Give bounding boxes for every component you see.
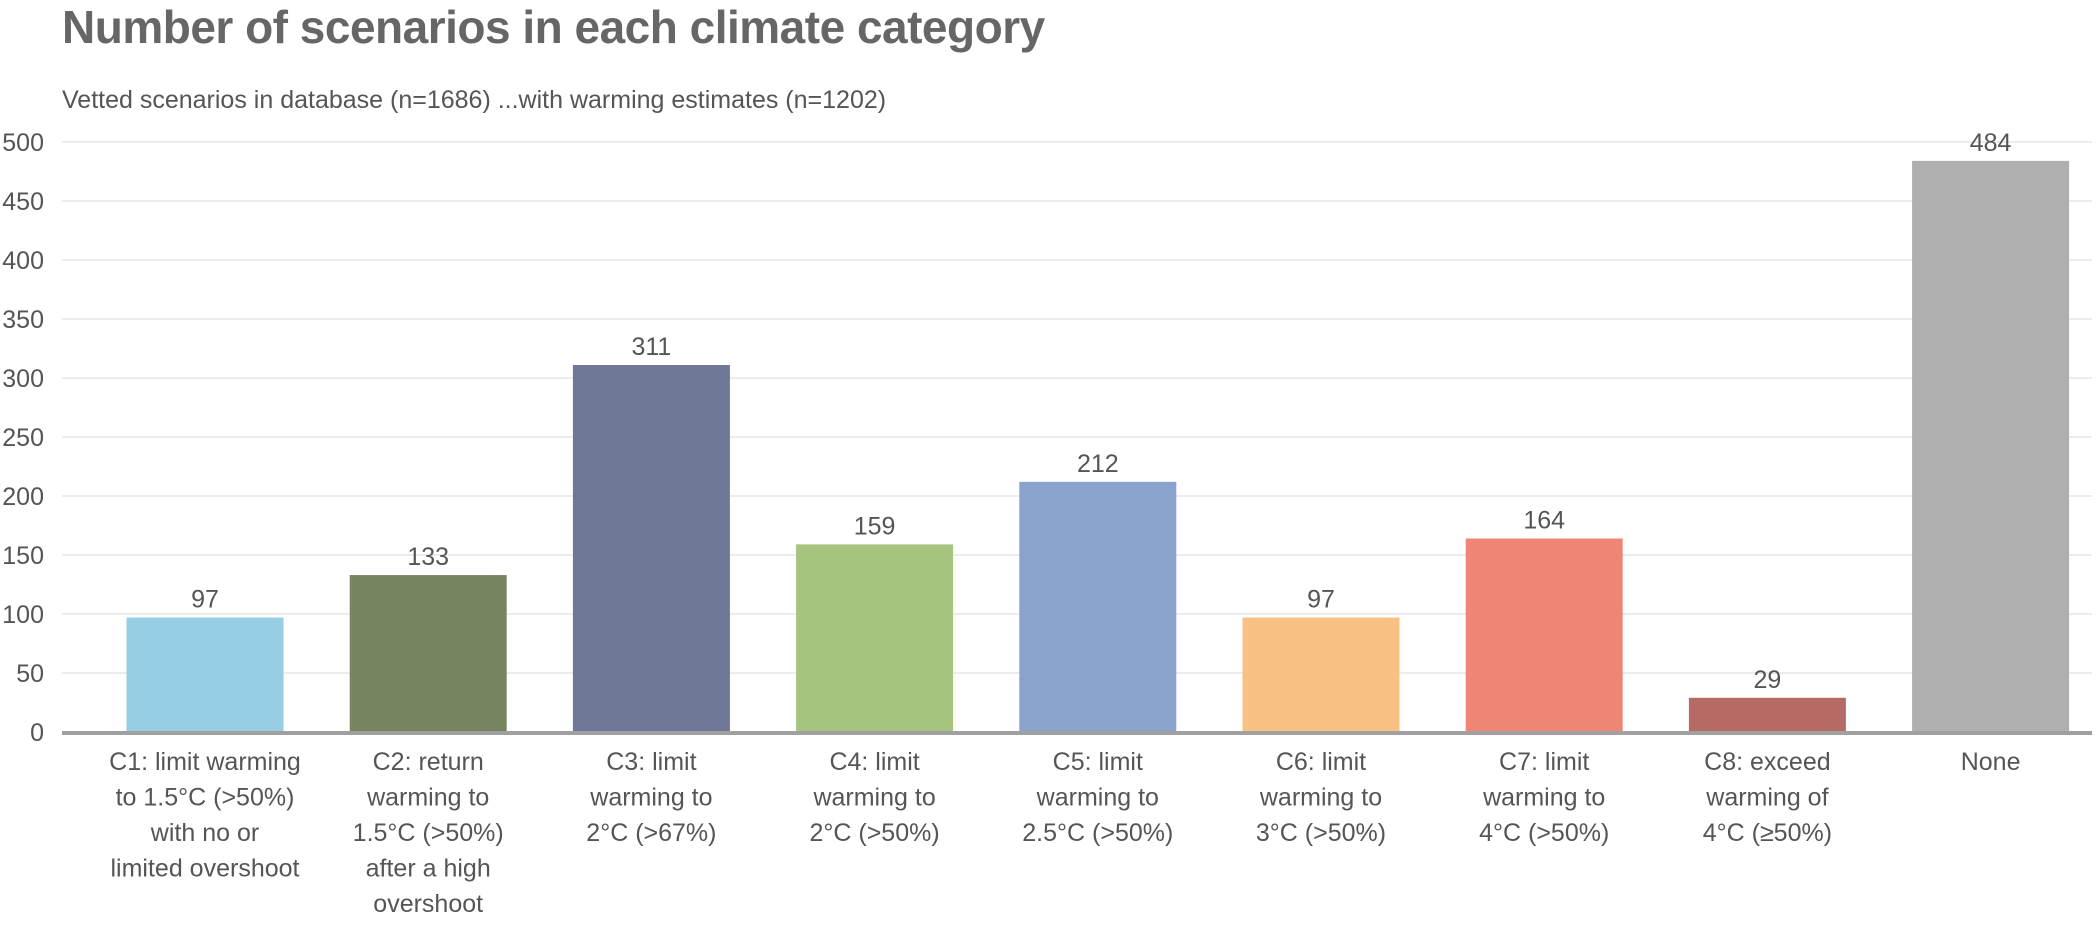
y-tick-label: 300: [2, 365, 44, 393]
x-category-label-line: warming to: [1036, 784, 1159, 812]
bar: [1019, 481, 1177, 732]
x-category-label-line: warming of: [1705, 784, 1828, 812]
x-category-label-line: overshoot: [373, 890, 483, 918]
x-category-label-line: C6: limit: [1276, 748, 1366, 776]
data-label: 164: [1523, 506, 1565, 534]
x-category-label-line: 4°C (>50%): [1479, 819, 1609, 847]
bar: [126, 617, 284, 732]
x-category-label: None: [1961, 748, 2021, 776]
x-category-label: C4: limit warming to 2°C (>50%): [809, 748, 939, 847]
x-category-label: C5: limit warming to 2.5°C (>50%): [1022, 748, 1173, 847]
x-category-label: C1: limit warming to 1.5°C (>50%) with no …: [109, 748, 301, 883]
bar: [1465, 538, 1623, 732]
bars: [126, 160, 2070, 732]
x-category-label: C3: limit warming to 2°C (>67%): [586, 748, 716, 847]
x-category-label-line: C8: exceed: [1704, 748, 1830, 776]
x-category-label-line: to 1.5°C (>50%): [116, 784, 295, 812]
y-tick-label: 0: [30, 719, 44, 747]
data-label: 212: [1077, 450, 1119, 478]
x-category-label-line: C3: limit: [606, 748, 696, 776]
x-category-label-line: limited overshoot: [111, 855, 300, 883]
y-tick-label: 350: [2, 306, 44, 334]
bar: [349, 575, 507, 732]
data-label: 159: [854, 512, 896, 540]
x-category-label-line: warming to: [366, 784, 489, 812]
bar: [572, 365, 730, 732]
chart-subtitle: Vetted scenarios in database (n=1686) ..…: [62, 86, 887, 114]
x-category-label-line: with no or: [150, 819, 259, 847]
x-category-label-line: 2.5°C (>50%): [1022, 819, 1173, 847]
y-axis-ticks: 0 50 100 150 200 250 300 350 400 450 500: [2, 129, 44, 747]
bar: [796, 544, 954, 732]
x-category-label-line: warming to: [1259, 784, 1382, 812]
data-labels: 97 133 311 159 212 97 164 29 484: [191, 129, 2011, 694]
y-tick-label: 50: [16, 660, 44, 688]
data-label: 484: [1970, 129, 2012, 157]
data-label: 29: [1753, 666, 1781, 694]
bar: [1242, 617, 1400, 732]
y-tick-label: 150: [2, 542, 44, 570]
x-category-label: C7: limit warming to 4°C (>50%): [1479, 748, 1609, 847]
x-category-label-line: 4°C (≥50%): [1703, 819, 1832, 847]
x-category-label-line: 2°C (>67%): [586, 819, 716, 847]
x-category-label-line: 2°C (>50%): [809, 819, 939, 847]
y-tick-label: 100: [2, 601, 44, 629]
x-category-label-line: None: [1961, 748, 2021, 776]
chart-title: Number of scenarios in each climate cate…: [62, 1, 1045, 53]
y-tick-label: 200: [2, 483, 44, 511]
x-category-label-line: C5: limit: [1053, 748, 1143, 776]
x-category-label-line: warming to: [1482, 784, 1605, 812]
x-category-label-line: C2: return: [373, 748, 484, 776]
x-category-label: C8: exceed warming of 4°C (≥50%): [1703, 748, 1832, 847]
x-category-label-line: 3°C (>50%): [1256, 819, 1386, 847]
x-category-label: C6: limit warming to 3°C (>50%): [1256, 748, 1386, 847]
data-label: 97: [191, 586, 219, 614]
x-category-label-line: 1.5°C (>50%): [353, 819, 504, 847]
bar: [1912, 160, 2070, 732]
data-label: 133: [407, 543, 449, 571]
x-category-label-line: C7: limit: [1499, 748, 1589, 776]
x-category-label-line: C4: limit: [829, 748, 919, 776]
x-category-label-line: warming to: [812, 784, 935, 812]
data-label: 311: [631, 333, 671, 361]
x-axis-category-labels: C1: limit warming to 1.5°C (>50%) with no …: [109, 748, 2020, 918]
x-category-label-line: C1: limit warming: [109, 748, 301, 776]
x-category-label: C2: return warming to 1.5°C (>50%) after a …: [353, 748, 504, 918]
y-tick-label: 400: [2, 247, 44, 275]
x-category-label-line: after a high: [366, 855, 491, 883]
bar: [1688, 697, 1846, 732]
data-label: 97: [1307, 586, 1335, 614]
x-category-label-line: warming to: [589, 784, 712, 812]
y-tick-label: 250: [2, 424, 44, 452]
y-tick-label: 450: [2, 188, 44, 216]
y-tick-label: 500: [2, 129, 44, 157]
